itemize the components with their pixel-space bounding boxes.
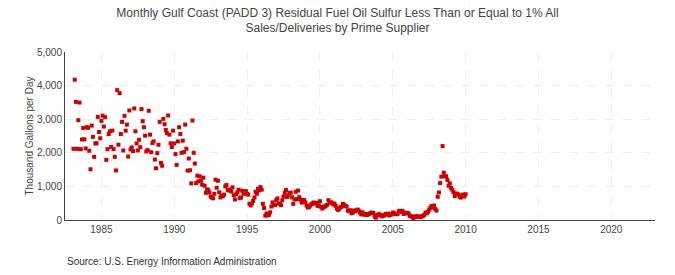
svg-text:2015: 2015 — [527, 224, 550, 235]
svg-text:2020: 2020 — [600, 224, 623, 235]
svg-text:0: 0 — [56, 215, 62, 226]
svg-text:2010: 2010 — [454, 224, 477, 235]
svg-text:Thousand Gallons per Day: Thousand Gallons per Day — [24, 77, 35, 196]
svg-text:2,000: 2,000 — [37, 147, 62, 158]
svg-text:Source: U.S. Energy Informatio: Source: U.S. Energy Information Administ… — [67, 256, 277, 267]
svg-text:4,000: 4,000 — [37, 80, 62, 91]
svg-text:2005: 2005 — [382, 224, 405, 235]
svg-text:1985: 1985 — [90, 224, 113, 235]
svg-text:1990: 1990 — [163, 224, 186, 235]
svg-text:2000: 2000 — [309, 224, 332, 235]
svg-text:5,000: 5,000 — [37, 47, 62, 58]
svg-text:1995: 1995 — [236, 224, 259, 235]
svg-text:1,000: 1,000 — [37, 181, 62, 192]
svg-text:Monthly Gulf Coast (PADD 3) Re: Monthly Gulf Coast (PADD 3) Residual Fue… — [116, 6, 558, 36]
svg-text:3,000: 3,000 — [37, 114, 62, 125]
